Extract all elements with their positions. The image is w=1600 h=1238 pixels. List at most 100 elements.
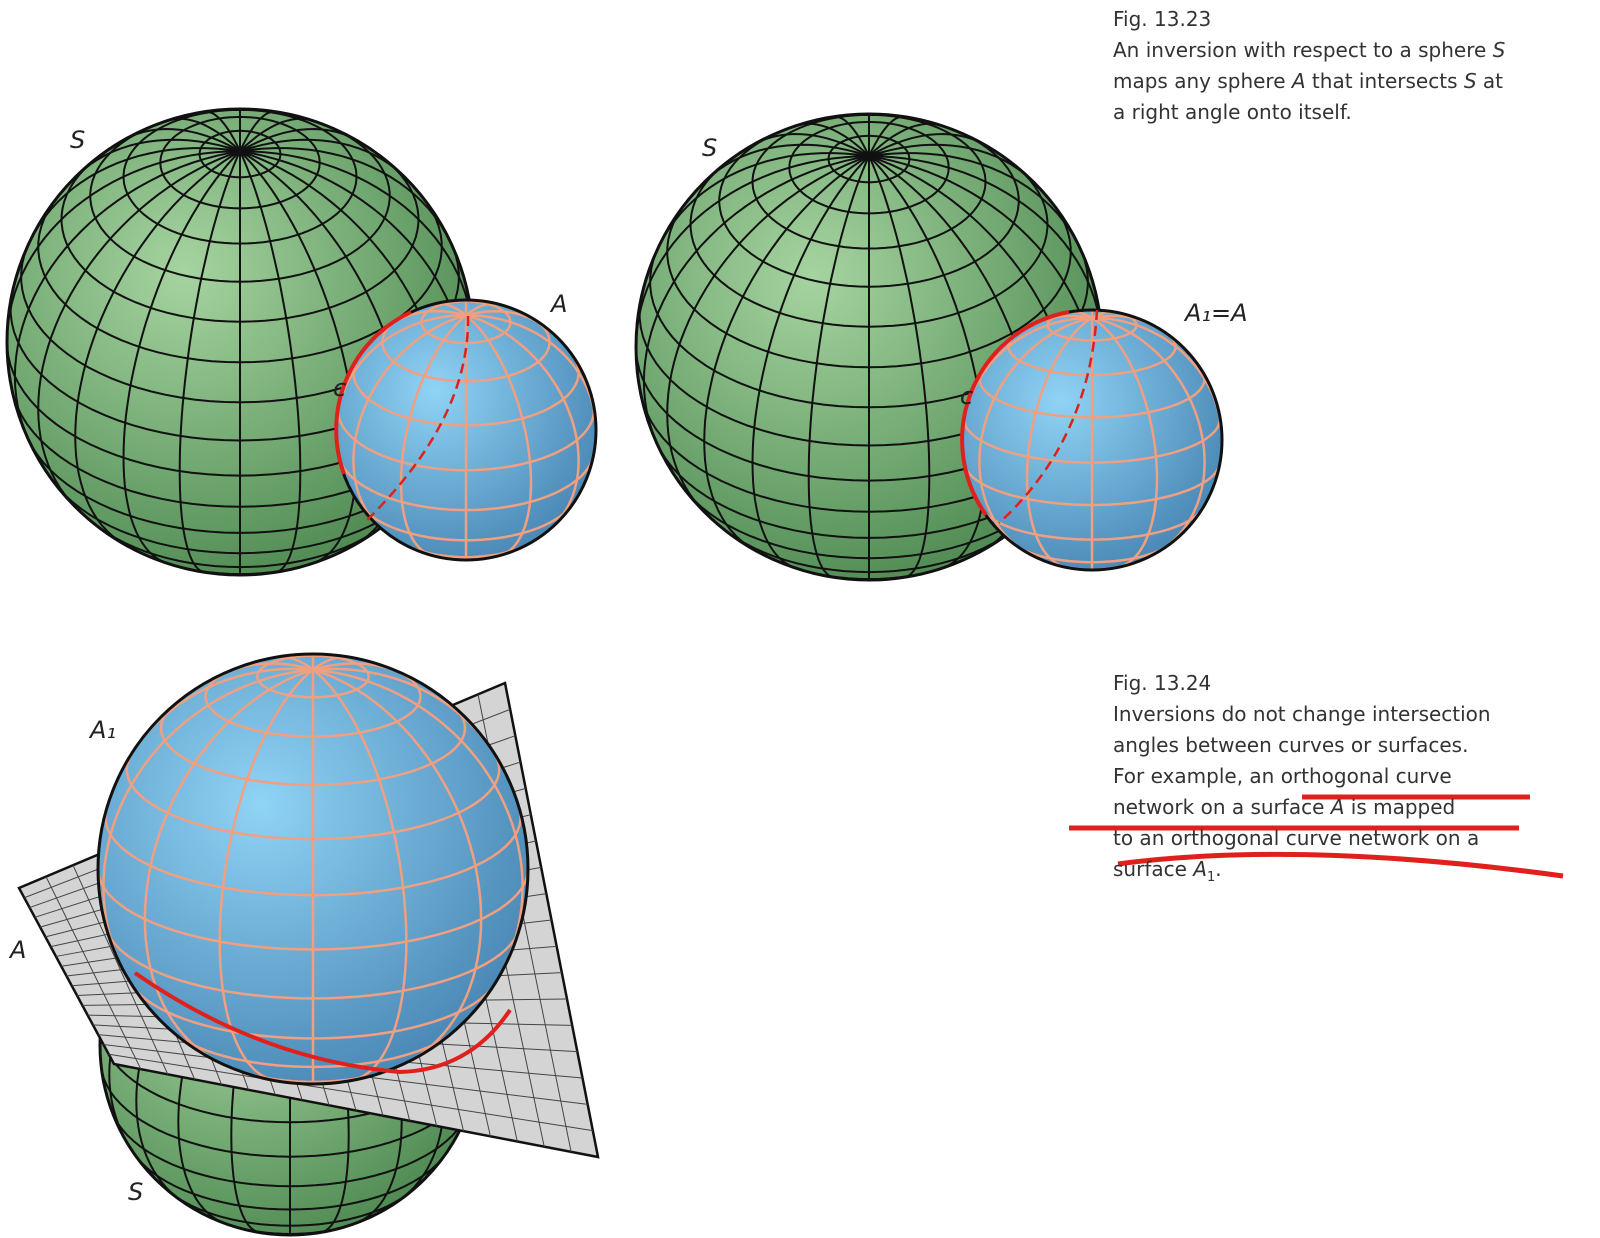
grid-line	[465, 455, 595, 512]
grid-line	[465, 314, 580, 531]
grid-line	[352, 355, 467, 427]
grid-line	[352, 314, 467, 531]
grid-line	[312, 705, 467, 787]
grid-line	[658, 152, 870, 247]
caption-text: S	[1492, 38, 1506, 62]
grid-line	[98, 871, 314, 951]
grid-line	[76, 138, 241, 177]
caption-text: A	[1330, 795, 1345, 819]
grid-line	[312, 666, 422, 738]
grid-line	[122, 150, 241, 565]
grid-line	[718, 126, 870, 288]
intersection-curve	[960, 310, 1070, 517]
caption-text: A	[1291, 69, 1306, 93]
grid-line	[60, 161, 241, 323]
grid-line	[101, 1071, 291, 1158]
caption-text: .	[1215, 857, 1222, 881]
grid-line	[1091, 417, 1222, 464]
caption-text: that intersects	[1305, 69, 1464, 93]
caption-text: a right angle onto itself.	[1113, 100, 1352, 124]
grid-line	[13, 397, 241, 508]
grid-line	[289, 1157, 444, 1211]
grid-line	[963, 465, 1093, 507]
grid-line	[7, 346, 241, 477]
caption-text: maps any sphere	[1113, 69, 1292, 93]
grid-line	[705, 143, 870, 182]
grid-line	[649, 250, 870, 409]
grid-line	[136, 1157, 291, 1211]
caption-line: angles between curves or surfaces.	[1113, 730, 1491, 761]
figure-number: Fig. 13.23	[1113, 7, 1212, 31]
sphere-outline	[96, 652, 530, 1086]
intersection-curve	[998, 309, 1099, 524]
intersection-curve	[334, 310, 412, 475]
grid-line	[74, 150, 241, 545]
caption-line: For example, an orthogonal curve	[1113, 761, 1491, 792]
caption-text: An inversion with respect to a sphere	[1113, 38, 1493, 62]
caption-text: For example, an orthogonal curve	[1113, 764, 1452, 788]
caption-text: at	[1476, 69, 1504, 93]
sphere-grid	[336, 300, 596, 560]
grid-line	[9, 294, 241, 442]
grid-line	[868, 126, 1020, 288]
grid-line	[636, 351, 870, 482]
grid-line	[868, 143, 1033, 182]
grid-line	[666, 207, 870, 369]
grid-line	[981, 509, 1093, 541]
grid-line	[20, 245, 241, 404]
caption-line: a right angle onto itself.	[1113, 97, 1505, 128]
grid-line	[465, 314, 533, 557]
grid-line	[465, 355, 580, 427]
grid-line	[113, 1117, 291, 1188]
grid-line	[1091, 509, 1203, 541]
caption-line: An inversion with respect to a sphere S	[1113, 35, 1505, 66]
grid-line	[868, 155, 1102, 348]
caption-line: to an orthogonal curve network on a	[1113, 823, 1491, 854]
caption-text: angles between curves or surfaces.	[1113, 733, 1469, 757]
grid-line	[159, 115, 321, 210]
grid-line	[751, 155, 870, 570]
grid-line	[1091, 316, 1159, 569]
caption-line: surface A1.	[1113, 854, 1491, 893]
caption-line: maps any sphere A that intersects S at	[1113, 66, 1505, 97]
grid-line	[125, 751, 314, 841]
sphere-grid	[98, 654, 528, 1084]
grid-line	[312, 1033, 451, 1069]
grid-line	[1091, 332, 1177, 377]
figure-number: Fig. 13.24	[1113, 671, 1212, 695]
grid-line	[131, 984, 314, 1040]
grid-line	[29, 147, 241, 242]
grid-line	[636, 155, 870, 348]
caption-text: S	[1463, 69, 1477, 93]
grid-line	[788, 120, 950, 215]
grid-line	[312, 809, 522, 897]
grid-line	[1007, 332, 1093, 377]
grid-line	[312, 668, 483, 1065]
grid-line	[827, 134, 911, 184]
grid-line	[37, 150, 241, 509]
caption-text: network on a surface	[1113, 795, 1331, 819]
grid-line	[868, 207, 1072, 369]
grid-line	[655, 442, 870, 539]
grid-line	[381, 316, 467, 383]
grid-line	[962, 417, 1093, 464]
grid-line	[642, 155, 870, 449]
grid-line	[256, 654, 370, 699]
caption-line: network on a surface A is mapped	[1113, 792, 1491, 823]
grid-line	[689, 166, 870, 328]
grid-line	[703, 155, 870, 550]
figure-label: S	[70, 126, 85, 154]
figure-label: A	[549, 290, 567, 318]
caption-text: is mapped	[1344, 795, 1456, 819]
grid-line	[465, 403, 596, 472]
caption-text: Inversions do not change intersection	[1113, 702, 1491, 726]
grid-line	[1091, 465, 1221, 507]
grid-line	[666, 155, 870, 514]
grid-line	[89, 121, 241, 283]
grid-line	[143, 668, 314, 1065]
grid-line	[1091, 371, 1206, 419]
grid-line	[686, 492, 870, 560]
grid-line	[204, 666, 314, 738]
